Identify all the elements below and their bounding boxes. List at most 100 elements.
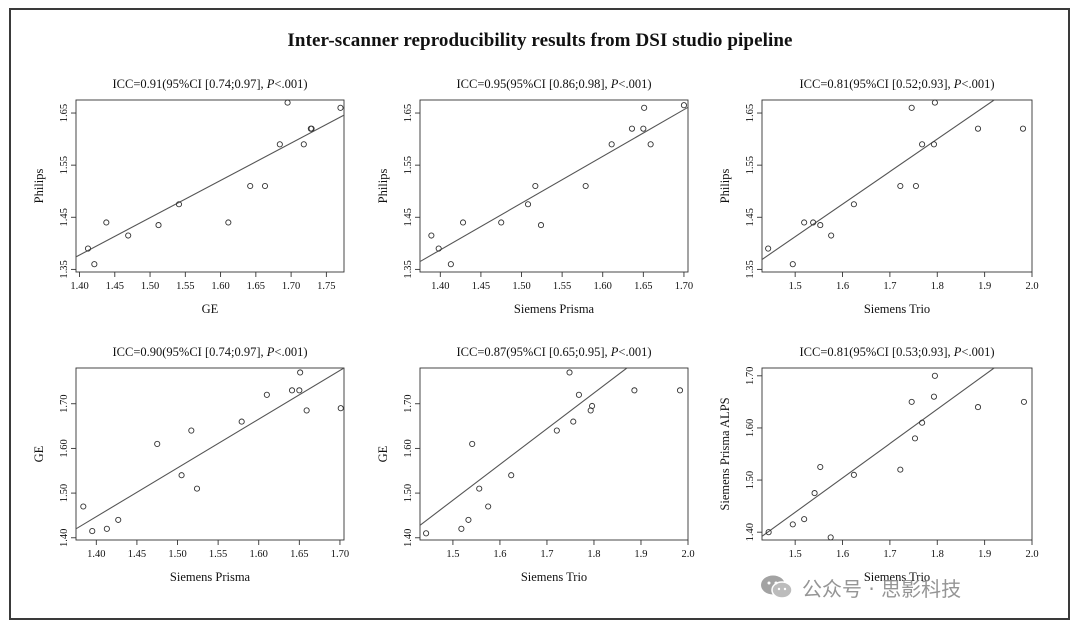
y-tick-label: 1.35 xyxy=(745,260,756,278)
data-point xyxy=(80,503,87,510)
y-tick-label: 1.60 xyxy=(745,419,756,437)
x-tick-label: 1.50 xyxy=(512,281,530,292)
panel-title-part: ICC=0.81(95%CI [0.52;0.93], xyxy=(800,77,954,91)
data-point xyxy=(930,141,937,148)
data-point xyxy=(469,440,476,447)
panel-title: ICC=0.87(95%CI [0.65;0.95], P<.001) xyxy=(457,345,652,359)
chart-panel-4: ICC=0.90(95%CI [0.74;0.97], P<.001) 1.40 1… xyxy=(32,345,349,584)
x-tick-label: 1.7 xyxy=(883,281,896,292)
y-axis-label: GE xyxy=(32,445,46,462)
data-point xyxy=(115,516,122,523)
fit-line xyxy=(762,368,995,537)
y-tick-label: 1.60 xyxy=(59,439,70,457)
x-tick-label: 1.65 xyxy=(247,281,265,292)
x-tick-label: 1.5 xyxy=(789,549,802,560)
data-point xyxy=(247,182,254,190)
data-point xyxy=(765,529,772,536)
plot-area xyxy=(419,367,689,541)
x-axis-label: Siemens Trio xyxy=(864,570,930,584)
panel-title-part: ICC=0.90(95%CI [0.74;0.97], xyxy=(113,345,267,359)
data-point xyxy=(647,141,654,148)
data-point xyxy=(553,427,560,434)
data-point xyxy=(435,245,442,252)
y-axis-label: Philips xyxy=(376,169,390,204)
y-tick-label: 1.35 xyxy=(59,260,70,278)
y-tick-label: 1.55 xyxy=(403,156,414,174)
panel-title: ICC=0.81(95%CI [0.52;0.93], P<.001) xyxy=(800,77,995,91)
data-point xyxy=(930,393,937,400)
panel-title-part: <.001) xyxy=(618,77,651,91)
data-point xyxy=(458,525,465,532)
panel-title: ICC=0.90(95%CI [0.74;0.97], P<.001) xyxy=(113,345,308,359)
y-axis-label: Philips xyxy=(718,169,732,204)
x-tick-label: 1.75 xyxy=(317,281,335,292)
x-tick-label: 1.7 xyxy=(883,549,896,560)
data-point xyxy=(1019,125,1027,132)
y-tick-label: 1.65 xyxy=(403,104,414,122)
panel-title-part: P xyxy=(953,345,962,359)
panel-title: ICC=0.95(95%CI [0.86;0.98], P<.001) xyxy=(457,77,652,91)
data-point xyxy=(261,182,269,190)
data-point xyxy=(641,104,648,111)
chart-panel-6: ICC=0.81(95%CI [0.53;0.93], P<.001) 1.5 1.… xyxy=(718,345,1039,584)
x-axis-label: Siemens Trio xyxy=(864,302,930,316)
data-point xyxy=(498,219,505,226)
y-tick-label: 1.70 xyxy=(403,395,414,413)
chart-panel-1: ICC=0.91(95%CI [0.74;0.97], P<.001)1.40 1… xyxy=(32,77,345,316)
data-point xyxy=(974,404,982,411)
panel-title: ICC=0.81(95%CI [0.53;0.93], P<.001) xyxy=(800,345,995,359)
data-point xyxy=(811,490,818,497)
x-axis-label: Siemens Prisma xyxy=(170,570,251,584)
x-tick-label: 1.60 xyxy=(211,281,229,292)
y-tick-label: 1.55 xyxy=(745,156,756,174)
x-tick-label: 1.9 xyxy=(978,549,991,560)
data-point xyxy=(428,232,435,239)
data-point xyxy=(308,125,315,132)
figure-frame xyxy=(9,8,1070,620)
panel-title-part: P xyxy=(266,77,275,91)
wechat-icon xyxy=(761,575,793,599)
x-tick-label: 1.40 xyxy=(87,549,105,560)
x-tick-label: 1.70 xyxy=(675,281,693,292)
data-point xyxy=(337,104,344,111)
data-point xyxy=(263,391,270,398)
chart-panel-3: ICC=0.81(95%CI [0.52;0.93], P<.001) 1.5 1.… xyxy=(718,77,1039,316)
data-point xyxy=(850,201,857,208)
x-tick-label: 2.0 xyxy=(681,549,694,560)
data-point xyxy=(801,516,808,523)
x-tick-label: 1.40 xyxy=(70,281,88,292)
watermark-text: 公众号 · 思影科技 xyxy=(802,576,962,601)
data-point xyxy=(974,125,982,132)
data-point xyxy=(337,405,344,412)
data-point xyxy=(931,372,938,379)
data-point xyxy=(1020,398,1027,405)
data-point xyxy=(532,182,539,190)
x-tick-label: 1.55 xyxy=(176,281,194,292)
panel-title-part: <.001) xyxy=(274,77,307,91)
data-point xyxy=(897,182,904,190)
data-point xyxy=(297,369,304,376)
y-tick-label: 1.45 xyxy=(745,208,756,226)
x-tick-label: 2.0 xyxy=(1025,549,1038,560)
data-point xyxy=(827,534,834,541)
panel-title-part: P xyxy=(610,77,619,91)
data-point xyxy=(897,466,904,473)
x-tick-label: 1.55 xyxy=(209,549,227,560)
y-tick-label: 1.40 xyxy=(745,523,756,541)
data-point xyxy=(508,472,515,479)
data-point xyxy=(276,141,283,148)
y-tick-label: 1.70 xyxy=(745,367,756,385)
data-point xyxy=(238,418,245,425)
x-tick-label: 1.9 xyxy=(634,549,647,560)
x-tick-label: 1.7 xyxy=(540,549,553,560)
y-tick-label: 1.65 xyxy=(59,104,70,122)
data-point xyxy=(476,485,483,492)
data-point xyxy=(631,387,638,394)
data-point xyxy=(485,503,492,510)
data-point xyxy=(640,125,647,132)
data-point xyxy=(284,99,291,106)
y-axis-label: Siemens Prisma ALPS xyxy=(718,397,732,510)
fit-line xyxy=(76,368,344,530)
panel-title-part: P xyxy=(953,77,962,91)
data-point xyxy=(850,471,857,478)
